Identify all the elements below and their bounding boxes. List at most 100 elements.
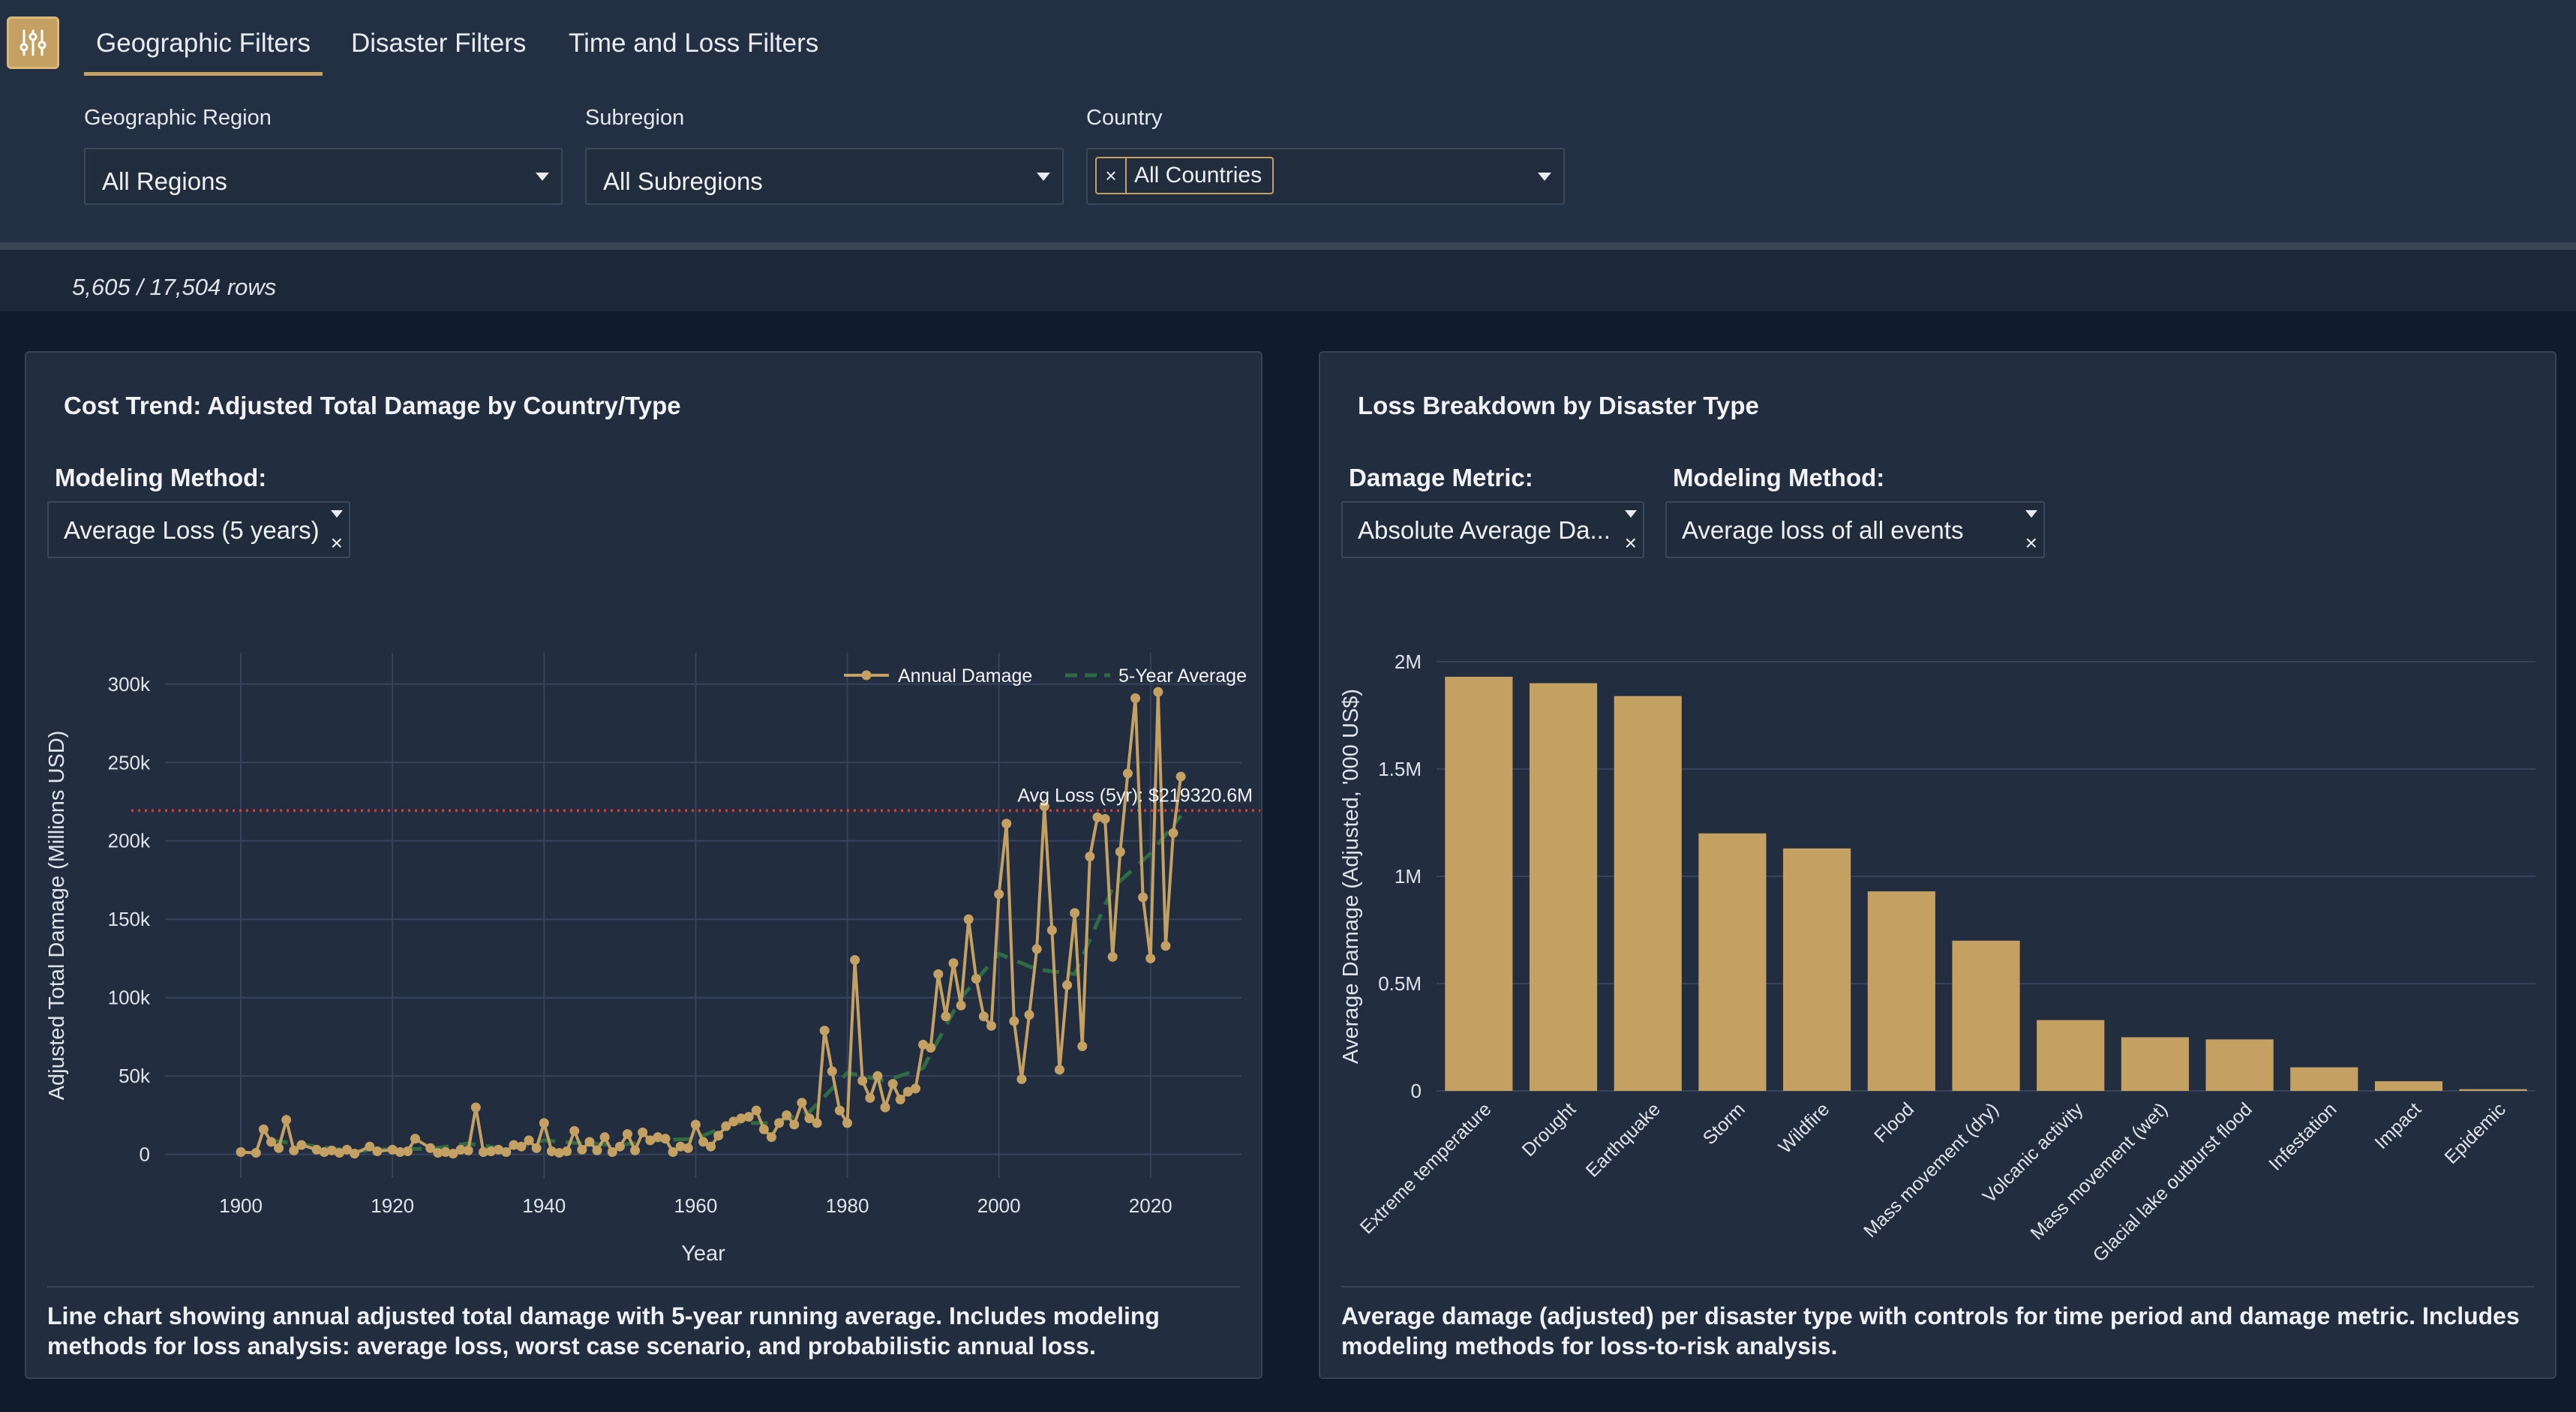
data-point <box>1153 686 1163 697</box>
data-point <box>1070 908 1080 918</box>
legend-label-annual: Annual Damage <box>898 665 1032 686</box>
subregion-label: Subregion <box>585 106 685 130</box>
country-dropdown[interactable]: × All Countries <box>1086 148 1565 205</box>
subregion-value: All Subregions <box>603 167 763 195</box>
y-tick-label: 150k <box>108 908 151 930</box>
bar <box>2290 1067 2358 1091</box>
row-count-bar <box>0 250 2576 311</box>
x-tick-label: 2020 <box>1129 1194 1172 1217</box>
clear-icon[interactable]: × <box>2025 531 2037 554</box>
y-tick-label: 100k <box>108 987 151 1009</box>
data-point <box>675 1141 686 1152</box>
chevron-down-icon <box>1538 173 1551 181</box>
row-count: 5,605 / 17,504 rows <box>72 274 277 300</box>
damage-metric-value: Absolute Average Da... <box>1358 516 1611 544</box>
y-tick-label: 0 <box>1411 1080 1422 1102</box>
data-point <box>653 1132 663 1143</box>
data-point <box>289 1145 299 1155</box>
x-tick-label: 2000 <box>977 1194 1021 1217</box>
data-point <box>539 1118 549 1128</box>
card-description: Average damage (adjusted) per disaster t… <box>1341 1286 2534 1361</box>
data-point <box>910 1083 920 1094</box>
tab-label: Time and Loss Filters <box>569 29 819 58</box>
chevron-down-icon <box>1625 510 1637 518</box>
y-tick-label: 200k <box>108 830 151 852</box>
data-point <box>342 1144 353 1155</box>
data-point <box>1138 892 1148 903</box>
data-point <box>372 1146 383 1156</box>
data-point <box>501 1147 512 1158</box>
x-tick-label: Flood <box>1870 1098 1918 1146</box>
bar <box>1529 683 1598 1091</box>
data-point <box>1054 1065 1064 1075</box>
x-tick-label: Drought <box>1518 1098 1581 1161</box>
clear-icon[interactable]: × <box>330 531 343 554</box>
damage-metric-label: Damage Metric: <box>1349 464 1533 491</box>
filter-toggle-button[interactable] <box>7 17 59 69</box>
x-tick-label: 1980 <box>826 1194 869 1217</box>
data-point <box>978 1011 989 1022</box>
y-tick-label: 1M <box>1395 865 1422 888</box>
y-axis-title: Adjusted Total Damage (Millions USD) <box>45 731 69 1101</box>
x-tick-label: Wildfire <box>1775 1098 1834 1158</box>
data-point <box>516 1141 527 1152</box>
modeling-method-dropdown[interactable]: Average Loss (5 years) × <box>47 501 350 558</box>
data-point <box>1077 1041 1088 1051</box>
data-point <box>956 1000 966 1011</box>
data-point <box>1024 1010 1034 1020</box>
damage-metric-dropdown[interactable]: Absolute Average Da... × <box>1341 501 1644 558</box>
data-point <box>1062 980 1073 990</box>
x-axis-title: Year <box>681 1242 725 1266</box>
country-chip: × All Countries <box>1095 157 1274 194</box>
bar <box>2037 1020 2105 1091</box>
data-point <box>448 1149 458 1159</box>
data-point <box>1001 819 1012 829</box>
data-point <box>638 1127 648 1137</box>
modeling-method-dropdown[interactable]: Average loss of all events × <box>1665 501 2045 558</box>
data-point <box>577 1144 587 1155</box>
x-tick-label: 1940 <box>522 1194 566 1217</box>
legend-marker-annual <box>861 670 872 680</box>
bar <box>1952 940 2020 1091</box>
clear-icon[interactable]: × <box>1624 531 1637 554</box>
data-point <box>1016 1074 1027 1084</box>
y-tick-label: 300k <box>108 673 151 695</box>
bar <box>1867 891 1935 1091</box>
x-tick-label: Storm <box>1699 1098 1749 1149</box>
data-point <box>455 1144 466 1155</box>
chevron-down-icon <box>536 173 549 181</box>
data-point <box>562 1146 572 1156</box>
x-tick-label: Extreme temperature <box>1356 1098 1496 1238</box>
data-point <box>751 1105 761 1116</box>
data-point <box>554 1148 564 1158</box>
region-dropdown[interactable]: All Regions <box>84 148 563 205</box>
data-point <box>607 1147 617 1158</box>
data-point <box>766 1132 776 1143</box>
x-tick-label: Infestation <box>2265 1098 2340 1174</box>
data-point <box>281 1115 292 1125</box>
data-point <box>1009 1016 1019 1026</box>
data-point <box>486 1146 497 1156</box>
region-value: All Regions <box>102 167 227 195</box>
loss-breakdown-card: Loss Breakdown by Disaster Type Damage M… <box>1319 351 2556 1379</box>
bar <box>1614 695 1682 1091</box>
tab-disaster-filters[interactable]: Disaster Filters <box>351 29 526 59</box>
subregion-dropdown[interactable]: All Subregions <box>585 148 1064 205</box>
data-point <box>326 1145 337 1155</box>
chip-remove-icon[interactable]: × <box>1097 158 1127 193</box>
data-point <box>827 1066 837 1077</box>
data-point <box>774 1118 785 1128</box>
tab-time-loss-filters[interactable]: Time and Loss Filters <box>569 29 818 59</box>
tab-geographic-filters[interactable]: Geographic Filters <box>84 29 323 76</box>
x-tick-label: 1920 <box>371 1194 414 1217</box>
data-point <box>857 1075 868 1086</box>
data-point <box>887 1079 898 1089</box>
data-point <box>402 1146 413 1156</box>
data-point <box>706 1141 716 1152</box>
data-point <box>258 1124 269 1134</box>
data-point <box>736 1113 746 1124</box>
card-title: Cost Trend: Adjusted Total Damage by Cou… <box>64 392 681 419</box>
modeling-method-value: Average loss of all events <box>1682 516 1964 544</box>
data-point <box>1085 852 1095 862</box>
